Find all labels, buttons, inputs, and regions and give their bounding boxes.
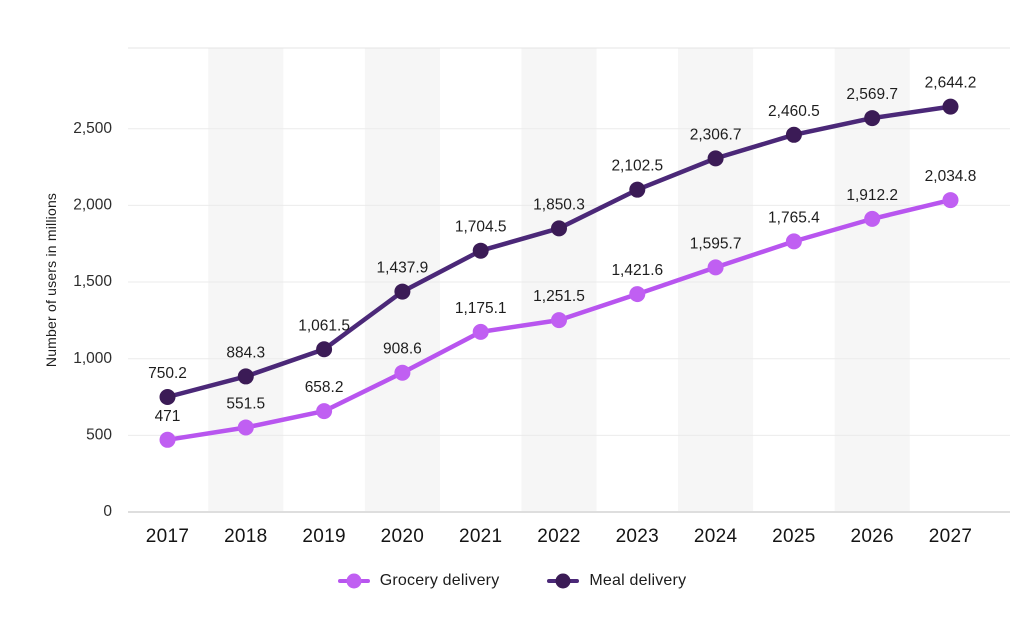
meal-delivery-point-2017: [159, 388, 176, 405]
x-tick-label-2026: 2026: [850, 526, 893, 547]
meal-delivery-value-label-2024: 2,306.7: [690, 126, 742, 143]
grocery-delivery-point-2026: [864, 210, 881, 227]
grocery-delivery-point-2024: [707, 259, 724, 276]
gridlines: [128, 47, 1010, 513]
grocery-delivery-value-label-2017: 471: [155, 408, 181, 425]
grocery-delivery-value-label-2018: 551.5: [226, 395, 265, 412]
grocery-delivery-point-2018: [237, 419, 254, 436]
line-chart: 0 500 1,000 1,500 2,000 2,500 2017 2018 2019 202…: [43, 47, 1010, 547]
value-labels: 471 551.5 658.2 908.6 1,175.1 1,251.5 1,421.6 1…: [148, 75, 976, 425]
grocery-delivery-point-2023: [629, 286, 646, 303]
x-tick-label-2020: 2020: [381, 526, 424, 547]
grocery-delivery-point-2019: [316, 403, 333, 420]
grocery-delivery-value-label-2023: 1,421.6: [611, 262, 663, 279]
meal-delivery-legend-marker-icon: [547, 573, 580, 589]
meal-delivery-value-label-2017: 750.2: [148, 365, 187, 382]
grocery-delivery-point-2021: [472, 323, 489, 340]
x-tick-label-2017: 2017: [146, 526, 189, 547]
grocery-delivery-point-2027: [942, 192, 959, 209]
legend: Grocery delivery Meal delivery: [0, 572, 1024, 590]
y-tick-label: 1,000: [73, 350, 112, 367]
legend-label-grocery-delivery: Grocery delivery: [379, 572, 500, 589]
y-tick-label: 2,500: [73, 120, 112, 137]
y-axis-tick-labels: 0 500 1,000 1,500 2,000 2,500: [73, 120, 112, 520]
legend-item-meal-delivery[interactable]: Meal delivery: [547, 572, 686, 590]
meal-delivery-value-label-2022: 1,850.3: [533, 196, 585, 213]
y-axis-title: Number of users in millions: [43, 193, 59, 367]
y-tick-label: 0: [103, 503, 112, 520]
meal-delivery-point-2019: [316, 341, 333, 358]
grocery-delivery-value-label-2026: 1,912.2: [846, 187, 898, 204]
grocery-delivery-value-label-2019: 658.2: [305, 379, 344, 396]
x-tick-label-2022: 2022: [537, 526, 580, 547]
meal-delivery-value-label-2021: 1,704.5: [455, 219, 507, 236]
y-tick-label: 500: [86, 426, 112, 443]
grocery-delivery-point-2025: [785, 233, 802, 250]
meal-delivery-point-2026: [864, 110, 881, 127]
x-tick-label-2024: 2024: [694, 526, 738, 547]
grocery-delivery-point-2022: [551, 312, 567, 329]
meal-delivery-value-label-2023: 2,102.5: [611, 158, 663, 175]
grocery-delivery-value-label-2020: 908.6: [383, 341, 422, 358]
meal-delivery-value-label-2019: 1,061.5: [298, 317, 350, 334]
series-points: [159, 98, 959, 448]
x-tick-label-2027: 2027: [929, 526, 972, 547]
y-tick-label: 1,500: [73, 273, 112, 290]
meal-delivery-point-2021: [472, 242, 489, 259]
meal-delivery-point-2022: [551, 220, 567, 237]
meal-delivery-point-2018: [237, 368, 254, 385]
year-stripe-2024: [678, 48, 754, 511]
meal-delivery-value-label-2020: 1,437.9: [377, 260, 429, 277]
y-tick-label: 2,000: [73, 196, 112, 213]
grocery-delivery-value-label-2027: 2,034.8: [925, 168, 977, 185]
grocery-delivery-value-label-2024: 1,595.7: [690, 235, 742, 252]
meal-delivery-point-2027: [942, 98, 959, 115]
meal-delivery-value-label-2027: 2,644.2: [925, 75, 977, 92]
grocery-delivery-point-2020: [394, 364, 411, 381]
legend-label-meal-delivery: Meal delivery: [589, 572, 687, 589]
grocery-delivery-value-label-2025: 1,765.4: [768, 209, 820, 226]
meal-delivery-point-2024: [707, 150, 724, 167]
meal-delivery-value-label-2026: 2,569.7: [846, 86, 898, 103]
x-tick-label-2021: 2021: [459, 526, 502, 547]
x-tick-label-2025: 2025: [772, 526, 815, 547]
year-stripe-2022: [521, 48, 597, 511]
x-tick-label-2019: 2019: [302, 526, 345, 547]
grocery-delivery-value-label-2021: 1,175.1: [455, 300, 507, 317]
meal-delivery-point-2023: [629, 181, 646, 198]
x-tick-label-2023: 2023: [616, 526, 659, 547]
meal-delivery-value-label-2025: 2,460.5: [768, 103, 820, 120]
meal-delivery-point-2025: [785, 126, 802, 143]
legend-item-grocery-delivery[interactable]: Grocery delivery: [337, 572, 500, 590]
meal-delivery-point-2020: [394, 283, 411, 300]
grocery-delivery-point-2017: [159, 431, 176, 448]
year-stripe-2018: [208, 48, 284, 511]
x-axis-tick-labels: 2017 2018 2019 2020 2021 2022 2023 2024 2025 2026…: [146, 526, 972, 547]
grocery-delivery-legend-marker-icon: [337, 573, 370, 589]
x-tick-label-2018: 2018: [224, 526, 267, 547]
grocery-delivery-value-label-2022: 1,251.5: [533, 288, 585, 305]
meal-delivery-value-label-2018: 884.3: [226, 344, 265, 361]
